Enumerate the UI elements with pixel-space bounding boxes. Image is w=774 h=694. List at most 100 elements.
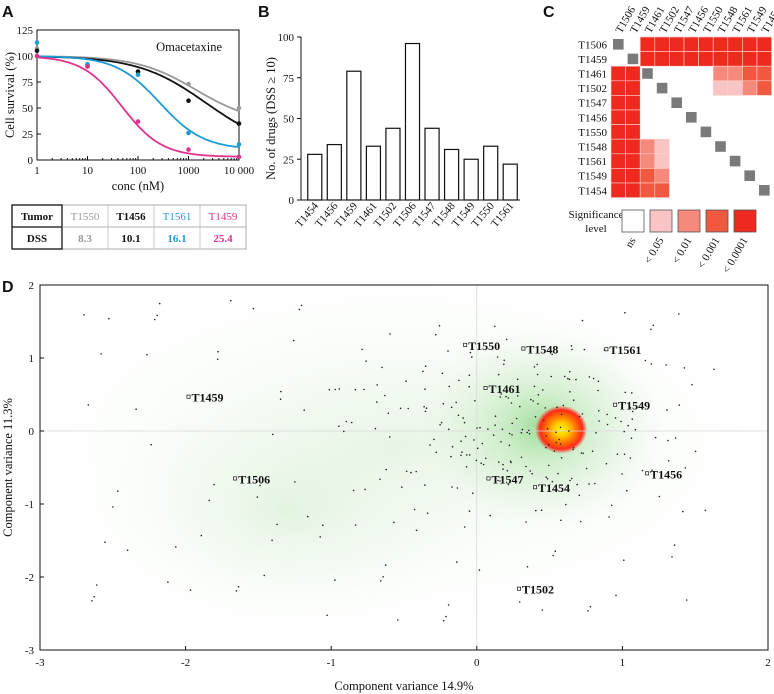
table-tumor-cell: T1456 [116, 211, 146, 223]
heatmap-cell [683, 51, 699, 67]
heatmap-row-label: T1459 [578, 54, 607, 66]
drug-point [384, 564, 387, 566]
table-row-label: Tumor [21, 211, 53, 223]
legend-swatch [649, 209, 673, 233]
drug-point [658, 495, 661, 498]
x-axis-label: conc (nM) [112, 179, 164, 193]
drug-point [694, 450, 697, 453]
table-tumor-cell: T1459 [209, 211, 238, 223]
drug-point [704, 509, 707, 512]
y-tick-label: 125 [17, 25, 34, 37]
drug-point [405, 470, 408, 473]
drug-point [562, 404, 565, 407]
y-tick-label: 2 [29, 280, 35, 292]
heatmap-cell [698, 51, 714, 67]
table-tumor-cell: T1561 [163, 211, 192, 223]
drug-point [528, 429, 530, 432]
sample-marker-t1548 [521, 346, 526, 351]
drug-point [382, 576, 384, 578]
drug-point [381, 366, 383, 369]
drug-point [442, 402, 445, 405]
drug-point [520, 431, 523, 434]
drug-point [303, 409, 306, 412]
heatmap-cell [610, 109, 626, 125]
legend-label: ns [623, 236, 638, 250]
drug-point [150, 443, 152, 446]
drug-point [518, 601, 521, 603]
heatmap-diagonal-cell [642, 68, 653, 79]
fit-curve-t1561 [36, 55, 240, 148]
heatmap-cell [756, 36, 772, 52]
drug-point [575, 378, 577, 381]
drug-point [546, 427, 549, 430]
drug-point [652, 324, 655, 327]
panel-d-letter: D [2, 279, 14, 296]
panel-b-letter: B [258, 4, 270, 21]
drug-point [156, 314, 158, 317]
drug-point [534, 416, 537, 418]
heatmap-cell [727, 36, 743, 52]
drug-point [87, 404, 90, 406]
drug-point [457, 414, 460, 417]
heatmap-diagonal-cell [700, 126, 712, 138]
drug-point [502, 468, 504, 470]
data-point-t1561 [236, 142, 242, 147]
heatmap-cell [654, 168, 670, 184]
bar-t1456 [326, 143, 342, 201]
drug-point [541, 609, 544, 611]
y-axis-label: Component variance 11.3% [1, 398, 15, 537]
drug-point [624, 391, 626, 394]
drug-point [472, 492, 474, 495]
heatmap-cell [756, 51, 772, 67]
drug-point [450, 455, 452, 458]
drug-point [678, 404, 680, 406]
drug-point [389, 436, 391, 438]
sample-marker-t1502 [517, 586, 521, 591]
data-point-t1561 [186, 130, 191, 136]
drug-point [407, 407, 410, 410]
drug-point [623, 430, 625, 433]
drug-point [536, 363, 538, 366]
drug-point [503, 363, 505, 366]
heatmap-cell [712, 51, 729, 67]
drug-point [354, 524, 357, 526]
drug-point [487, 428, 489, 430]
heatmap-diagonal-cell [686, 112, 697, 123]
dss-table: Tumor DSS T1550 8.3 T1456 10.1 T1561 16.1 T1459 2… [11, 204, 247, 250]
drug-point [517, 395, 519, 397]
drug-point [425, 407, 428, 410]
legend-label: < 0.0001 [721, 236, 751, 276]
bar-t1547 [424, 127, 440, 201]
heatmap-cell [625, 109, 641, 125]
drug-point [474, 400, 476, 402]
y-tick-label: 100 [17, 51, 34, 63]
heatmap-cell [610, 168, 626, 184]
drug-point [471, 356, 473, 358]
x-tick-label: 1 [620, 657, 626, 669]
drug-point [499, 480, 501, 482]
drug-point [581, 319, 584, 322]
drug-point [570, 345, 573, 347]
heatmap-cell [639, 36, 656, 52]
drug-point [641, 469, 644, 472]
drug-point [393, 521, 395, 524]
drug-point [237, 586, 240, 588]
drug-point [365, 360, 367, 362]
heatmap-row-label: T1550 [578, 127, 607, 139]
drug-point [614, 417, 617, 419]
drug-point [503, 359, 506, 362]
sample-label-t1454: T1454 [538, 481, 570, 495]
bar-t1461 [365, 145, 382, 201]
drug-point [557, 472, 559, 475]
x-axis-label: Component variance 14.9% [334, 679, 473, 693]
x-tick-label: 0 [474, 657, 480, 669]
heatmap-cell [742, 51, 758, 67]
y-tick-label: 75 [283, 73, 295, 85]
sample-marker-t1459 [186, 394, 191, 399]
heatmap-cell [727, 80, 743, 96]
heatmap-cell [610, 182, 626, 198]
heatmap-cell [654, 51, 670, 67]
heatmap-cell [625, 168, 641, 184]
drug-point [597, 389, 599, 392]
drug-point [469, 351, 472, 354]
